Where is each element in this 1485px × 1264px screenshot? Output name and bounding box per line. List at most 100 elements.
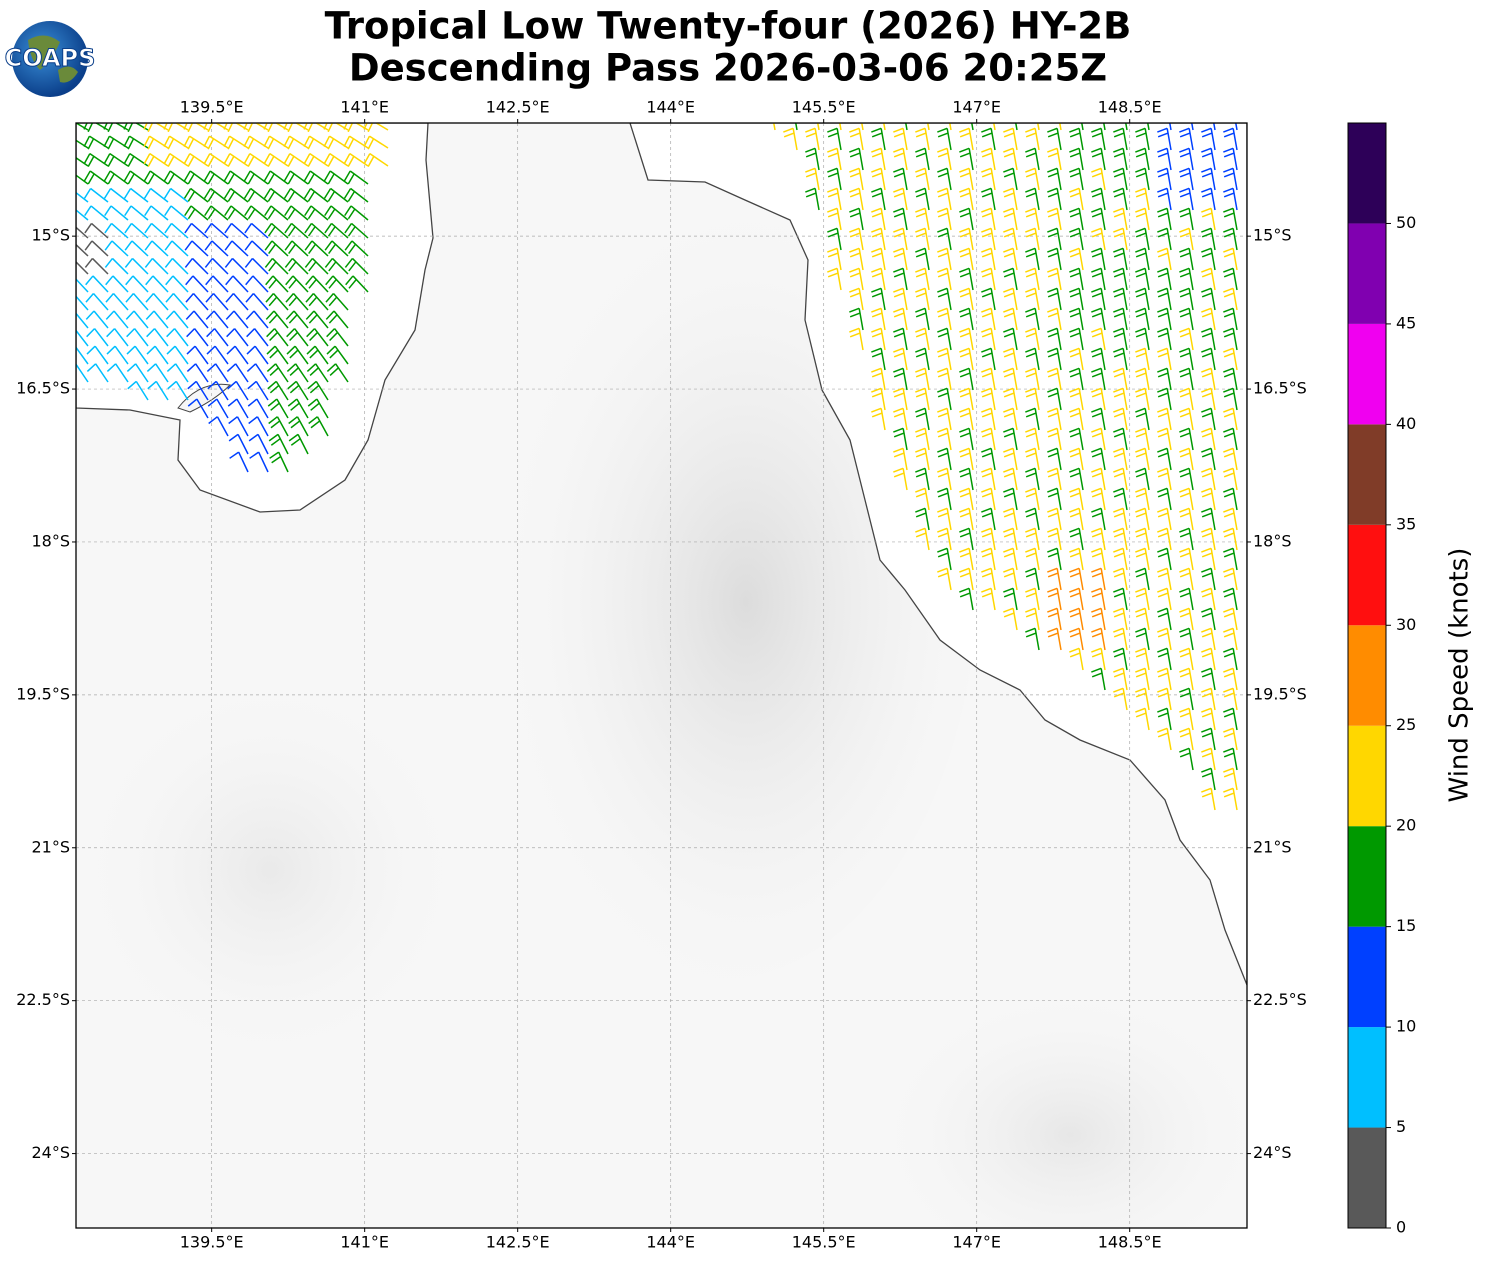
wind-barbs: [76, 123, 1238, 811]
wind-barb: [1157, 427, 1172, 451]
terrain: [76, 650, 450, 1050]
y-tick-label: 19.5°S: [1253, 684, 1307, 703]
wind-barb: [244, 205, 269, 221]
wind-barb: [203, 170, 229, 185]
wind-barb: [915, 187, 930, 211]
wind-barb: [1025, 127, 1040, 151]
wind-barb: [1113, 587, 1128, 611]
wind-barb: [1201, 287, 1216, 311]
wind-barb: [849, 127, 864, 151]
wind-barb: [1003, 187, 1018, 211]
wind-barb: [849, 327, 864, 351]
wind-barb: [1047, 247, 1062, 271]
wind-barb: [937, 287, 952, 311]
wind-barb: [1201, 267, 1216, 291]
wind-barb: [144, 205, 169, 221]
wind-barb: [285, 275, 309, 293]
wind-barb: [1003, 347, 1018, 371]
wind-barb: [186, 345, 209, 365]
wind-barb: [1201, 587, 1216, 611]
wind-barb: [883, 123, 886, 131]
colorbar-tick-label: 0: [1396, 1218, 1406, 1237]
wind-barb: [225, 292, 249, 311]
wind-barb: [225, 310, 249, 329]
wind-barb: [1179, 667, 1194, 691]
colorbar-tick-label: 5: [1396, 1117, 1406, 1136]
wind-barb: [1125, 123, 1128, 131]
wind-barb: [1179, 547, 1194, 571]
wind-barb: [1179, 647, 1194, 671]
wind-barb: [183, 170, 209, 185]
subtitle: Descending Pass 2026-03-06 20:25Z: [349, 47, 1107, 90]
wind-barb: [1179, 227, 1194, 251]
wind-barb: [871, 147, 886, 171]
wind-barb: [1179, 747, 1194, 771]
wind-barb: [1025, 307, 1040, 331]
wind-barb: [1179, 307, 1194, 331]
wind-barb: [915, 127, 930, 151]
wind-barb: [204, 257, 229, 275]
wind-barb: [165, 310, 189, 329]
wind-barb: [76, 278, 89, 293]
wind-barb: [206, 345, 229, 365]
wind-barb: [1223, 767, 1238, 791]
wind-barb: [1091, 207, 1106, 231]
wind-barb: [1201, 367, 1216, 391]
wind-barb: [184, 205, 209, 221]
wind-barb: [164, 205, 189, 221]
wind-barb: [1201, 647, 1216, 671]
wind-barb: [1003, 407, 1018, 431]
wind-barb: [915, 267, 930, 291]
wind-barb: [287, 398, 309, 419]
wind-barb: [1003, 507, 1018, 531]
wind-barb: [871, 127, 886, 151]
wind-barb: [344, 222, 369, 239]
logo-text: COAPS: [5, 44, 96, 72]
wind-barb: [1069, 307, 1084, 331]
wind-barb: [1179, 567, 1194, 591]
colorbar-bin: [1348, 123, 1386, 224]
wind-barb: [959, 467, 974, 491]
wind-barb: [163, 187, 189, 203]
wind-barb: [1003, 287, 1018, 311]
wind-barb: [126, 328, 149, 347]
wind-barb: [1103, 123, 1106, 131]
wind-barb: [228, 433, 249, 455]
wind-barb: [849, 227, 864, 251]
wind-barb: [1025, 587, 1040, 611]
wind-barb: [1223, 687, 1238, 711]
wind-barb: [1069, 387, 1084, 411]
wind-barb: [805, 187, 820, 211]
wind-barb: [1179, 327, 1194, 351]
wind-barb: [1179, 507, 1194, 531]
wind-barb: [871, 367, 886, 391]
wind-barb: [243, 170, 269, 185]
wind-barb: [267, 380, 289, 401]
wind-barb: [1135, 267, 1150, 291]
wind-barb: [143, 187, 169, 203]
wind-barb: [1113, 667, 1128, 691]
wind-barb: [1025, 467, 1040, 491]
wind-barb: [1135, 307, 1150, 331]
wind-barb: [1157, 467, 1172, 491]
wind-barb: [285, 310, 309, 329]
wind-barb: [147, 380, 169, 401]
wind-barb: [1157, 507, 1172, 531]
wind-barb: [1091, 667, 1106, 691]
wind-barb: [1223, 627, 1238, 651]
wind-barb: [246, 345, 269, 365]
colorbar: 0 5 10 15 20 25 30 35 40 45 50: [1347, 122, 1416, 1237]
wind-barb: [1069, 627, 1084, 651]
wind-barb: [1025, 207, 1040, 231]
wind-barb: [145, 292, 169, 311]
wind-barb: [1157, 247, 1172, 271]
wind-barb: [1135, 447, 1150, 471]
wind-barb: [1069, 127, 1084, 151]
wind-barb: [937, 347, 952, 371]
y-tick-label: 16.5°S: [1253, 379, 1307, 398]
wind-barb: [1025, 187, 1040, 211]
wind-barb: [959, 587, 974, 611]
wind-barb: [266, 363, 289, 383]
wind-barb: [1047, 547, 1062, 571]
wind-barb: [893, 327, 908, 351]
